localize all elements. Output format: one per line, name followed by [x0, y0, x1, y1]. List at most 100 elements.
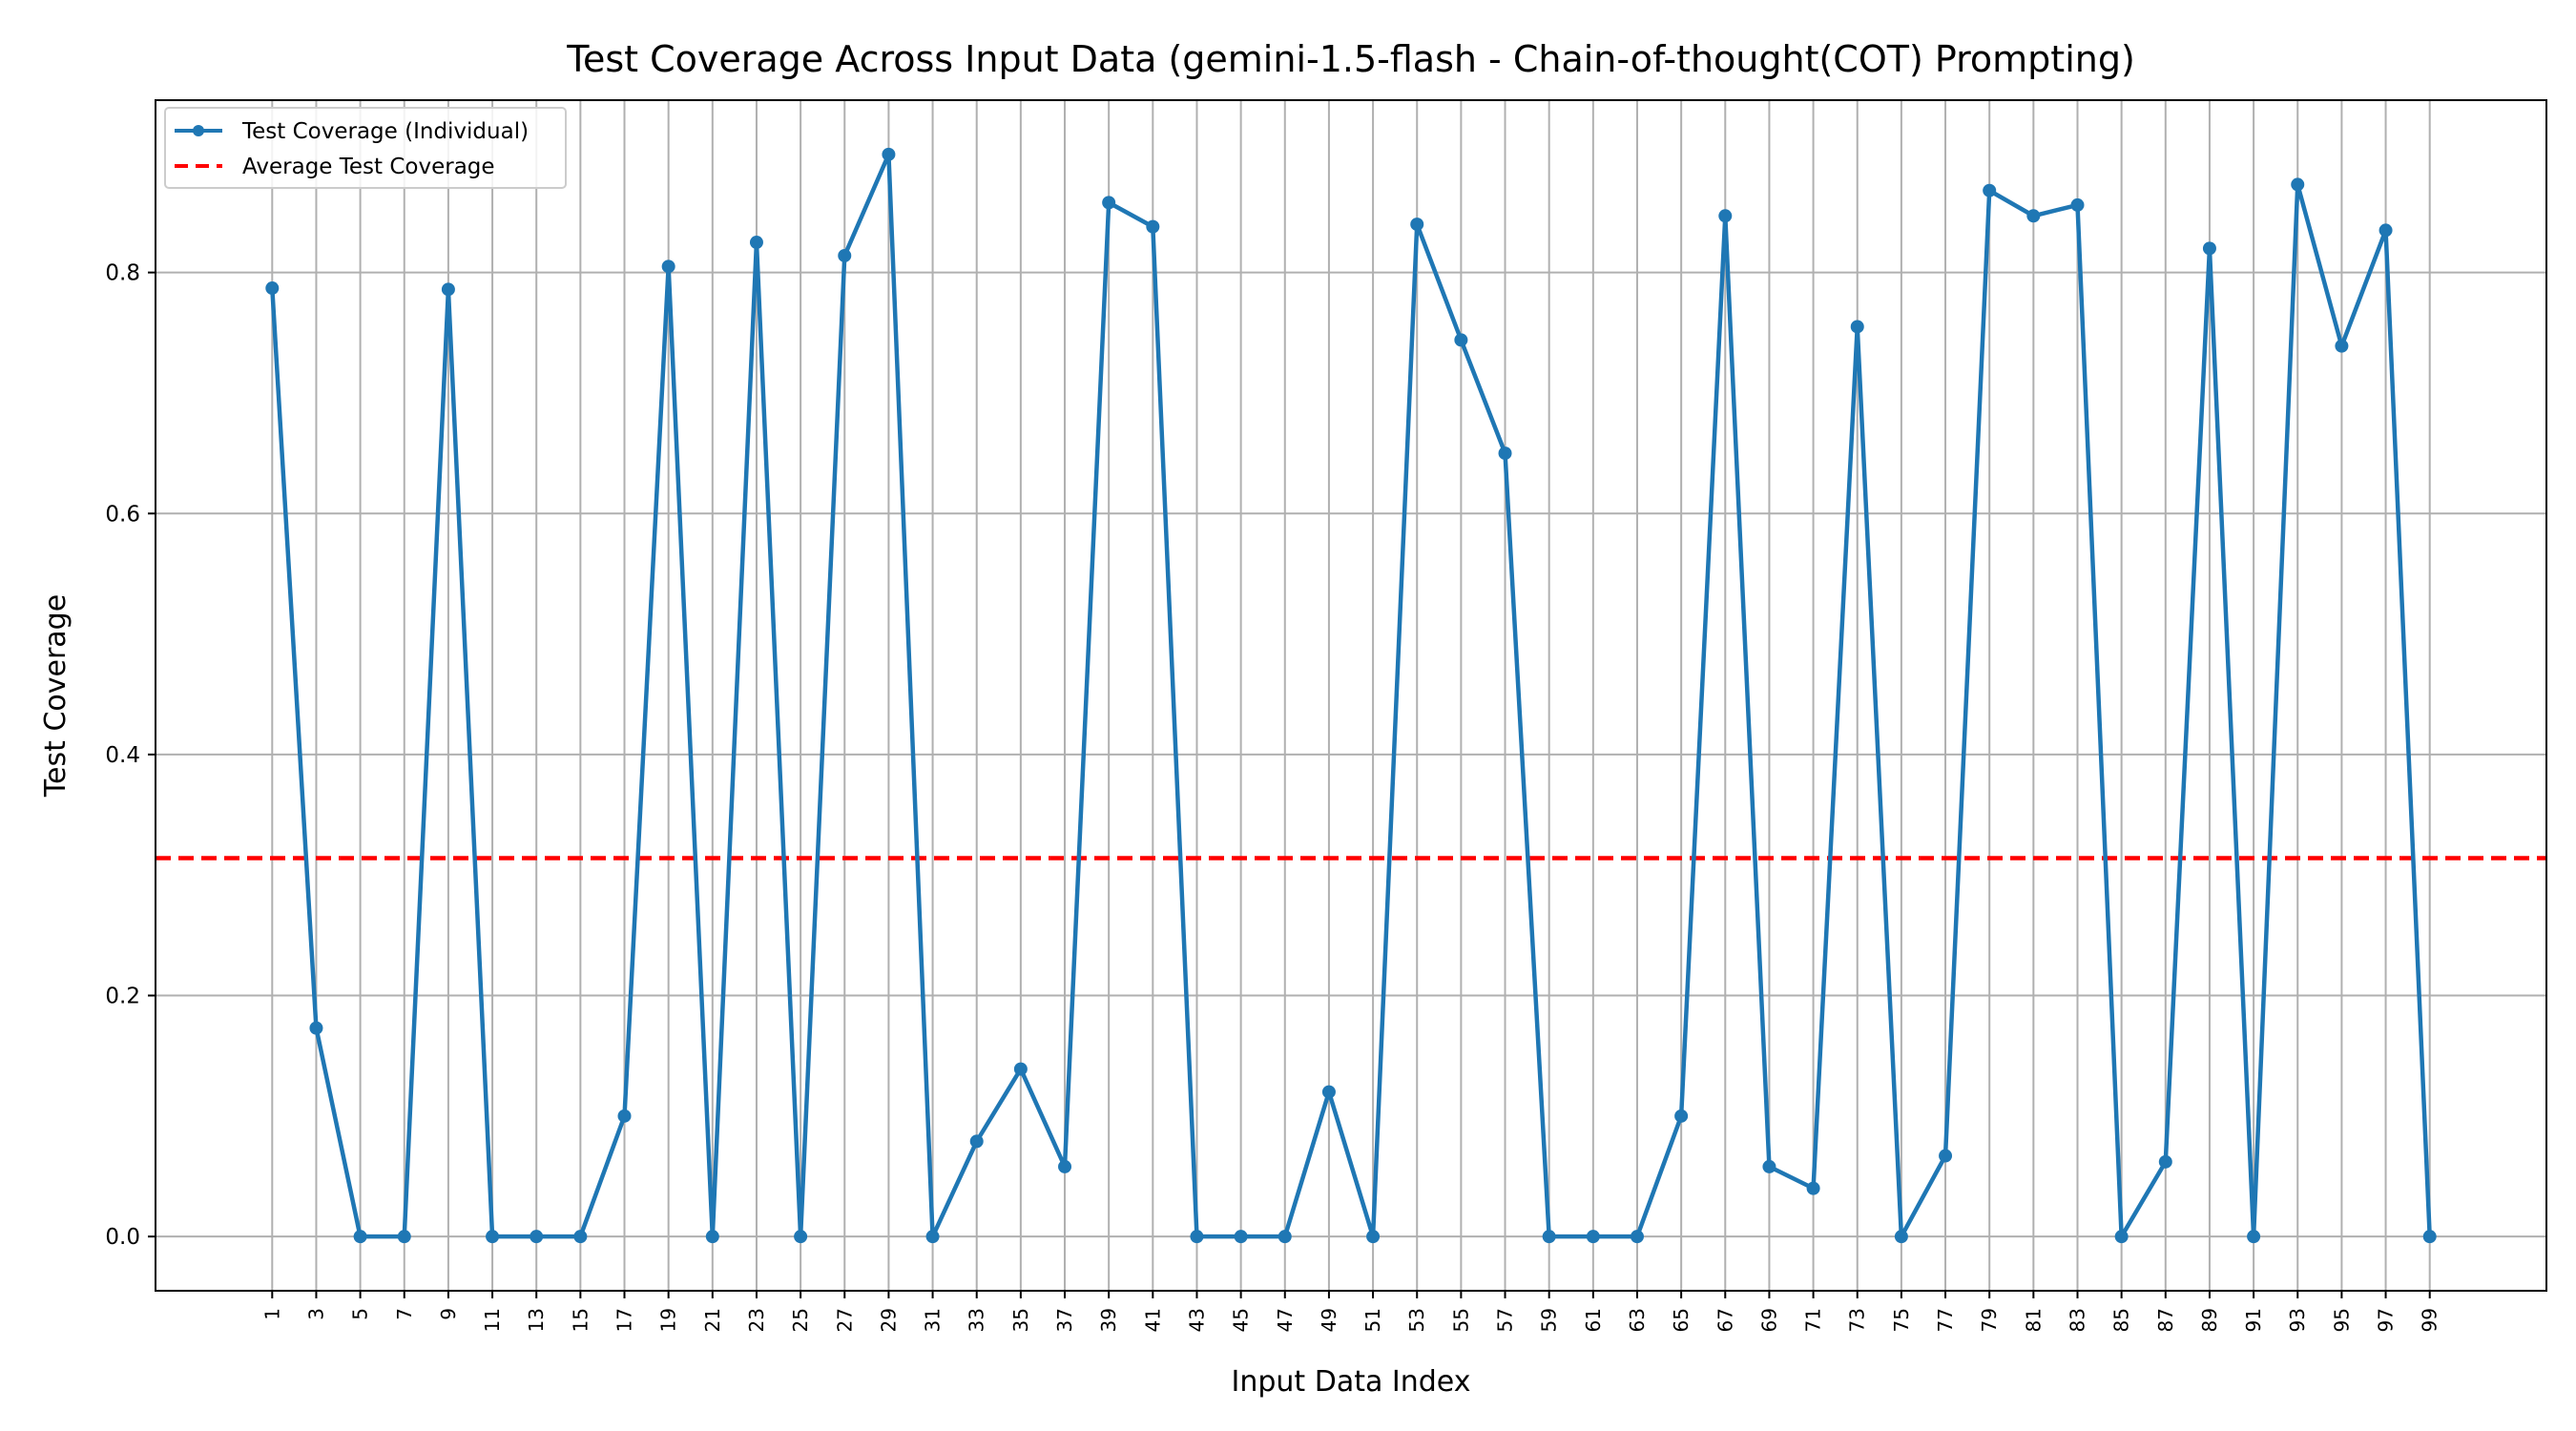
x-tick-label: 25 — [789, 1308, 812, 1332]
legend-marker-individual — [193, 125, 204, 136]
x-tick-label: 5 — [349, 1308, 372, 1320]
data-point — [2158, 1154, 2172, 1169]
x-tick-label: 45 — [1230, 1308, 1253, 1332]
data-point — [1939, 1149, 1953, 1163]
x-tick-label: 17 — [613, 1308, 636, 1332]
data-point — [794, 1230, 808, 1244]
data-point — [749, 236, 763, 250]
data-point — [1410, 218, 1424, 232]
data-point — [1630, 1230, 1644, 1244]
x-tick-label: 73 — [1846, 1308, 1869, 1332]
x-tick-label: 69 — [1757, 1308, 1780, 1332]
x-tick-label: 55 — [1449, 1308, 1472, 1332]
data-point — [2070, 197, 2085, 212]
legend-label-average: Average Test Coverage — [242, 155, 495, 179]
data-point — [530, 1230, 544, 1244]
data-point — [705, 1230, 719, 1244]
x-tick-label: 89 — [2198, 1308, 2221, 1332]
data-point — [2379, 223, 2393, 238]
data-point — [265, 281, 280, 296]
data-point — [1234, 1230, 1248, 1244]
x-tick-label: 3 — [304, 1308, 327, 1320]
x-tick-label: 31 — [922, 1308, 945, 1332]
x-tick-label: 41 — [1141, 1308, 1164, 1332]
x-tick-label: 13 — [525, 1308, 548, 1332]
data-point — [1146, 219, 1160, 234]
y-tick-label: 0.0 — [105, 1225, 140, 1250]
x-tick-label: 57 — [1494, 1308, 1517, 1332]
data-point — [882, 147, 896, 161]
data-point — [1190, 1230, 1204, 1244]
data-point — [2202, 241, 2216, 256]
axis-ticks: 1 3 5 7 9 11 13 15 17 19 21 23 25 27 29 31 33 35 37 39 41 43 4… — [105, 261, 2441, 1333]
data-point — [573, 1230, 588, 1244]
x-tick-label: 9 — [437, 1308, 460, 1320]
plot-frame — [155, 99, 2547, 1292]
x-tick-label: 33 — [966, 1308, 988, 1332]
x-tick-label: 21 — [701, 1308, 724, 1332]
x-tick-label: 39 — [1097, 1308, 1120, 1332]
x-tick-label: 79 — [1978, 1308, 2001, 1332]
data-point — [397, 1230, 411, 1244]
x-tick-label: 11 — [481, 1308, 504, 1332]
y-tick-label: 0.8 — [105, 261, 140, 286]
data-point — [1366, 1230, 1381, 1244]
data-point — [969, 1134, 984, 1149]
x-tick-label: 71 — [1802, 1308, 1825, 1332]
data-point — [2114, 1230, 2129, 1244]
data-point — [1586, 1230, 1600, 1244]
data-point — [1321, 1085, 1336, 1099]
data-point — [2247, 1230, 2261, 1244]
data-point — [617, 1109, 632, 1123]
x-tick-label: 83 — [2066, 1308, 2088, 1332]
data-point — [1278, 1230, 1292, 1244]
legend-label-individual: Test Coverage (Individual) — [241, 119, 529, 144]
x-tick-label: 27 — [833, 1308, 856, 1332]
x-tick-label: 67 — [1714, 1308, 1736, 1332]
y-tick-label: 0.2 — [105, 985, 140, 1009]
data-point — [1718, 209, 1733, 223]
x-tick-label: 61 — [1582, 1308, 1605, 1332]
x-tick-label: 65 — [1670, 1308, 1693, 1332]
x-tick-label: 23 — [745, 1308, 768, 1332]
data-point — [661, 259, 675, 274]
data-point — [1762, 1159, 1776, 1173]
x-tick-label: 97 — [2375, 1308, 2398, 1332]
x-tick-label: 53 — [1405, 1308, 1428, 1332]
x-tick-label: 91 — [2242, 1308, 2265, 1332]
x-tick-label: 75 — [1890, 1308, 1913, 1332]
x-tick-label: 51 — [1361, 1308, 1384, 1332]
x-tick-label: 29 — [877, 1308, 900, 1332]
x-tick-label: 49 — [1318, 1308, 1340, 1332]
x-tick-label: 85 — [2110, 1308, 2133, 1332]
y-tick-label: 0.4 — [105, 743, 140, 768]
x-tick-label: 87 — [2154, 1308, 2177, 1332]
data-point — [1542, 1230, 1556, 1244]
data-point — [1674, 1109, 1689, 1123]
data-point — [486, 1230, 500, 1244]
data-point — [1102, 196, 1116, 210]
x-tick-label: 77 — [1934, 1308, 1957, 1332]
data-point — [353, 1230, 367, 1244]
data-point — [2291, 177, 2305, 192]
chart-title: Test Coverage Across Input Data (gemini-… — [566, 38, 2135, 80]
x-tick-label: 1 — [260, 1308, 283, 1320]
data-point — [441, 282, 455, 297]
data-point — [1850, 320, 1864, 334]
data-point — [1894, 1230, 1908, 1244]
legend: Test Coverage (Individual) Average Test … — [164, 107, 567, 189]
x-tick-label: 59 — [1538, 1308, 1561, 1332]
x-tick-label: 19 — [657, 1308, 680, 1332]
series-line — [270, 152, 2432, 1239]
x-tick-label: 43 — [1185, 1308, 1208, 1332]
grid-lines — [156, 100, 2546, 1291]
x-axis-label: Input Data Index — [1232, 1365, 1471, 1399]
data-point — [2335, 339, 2349, 353]
x-tick-label: 37 — [1053, 1308, 1076, 1332]
x-tick-label: 95 — [2330, 1308, 2353, 1332]
data-point — [1983, 183, 1997, 197]
x-tick-label: 63 — [1626, 1308, 1649, 1332]
data-point — [2422, 1230, 2437, 1244]
x-tick-label: 35 — [1009, 1308, 1032, 1332]
